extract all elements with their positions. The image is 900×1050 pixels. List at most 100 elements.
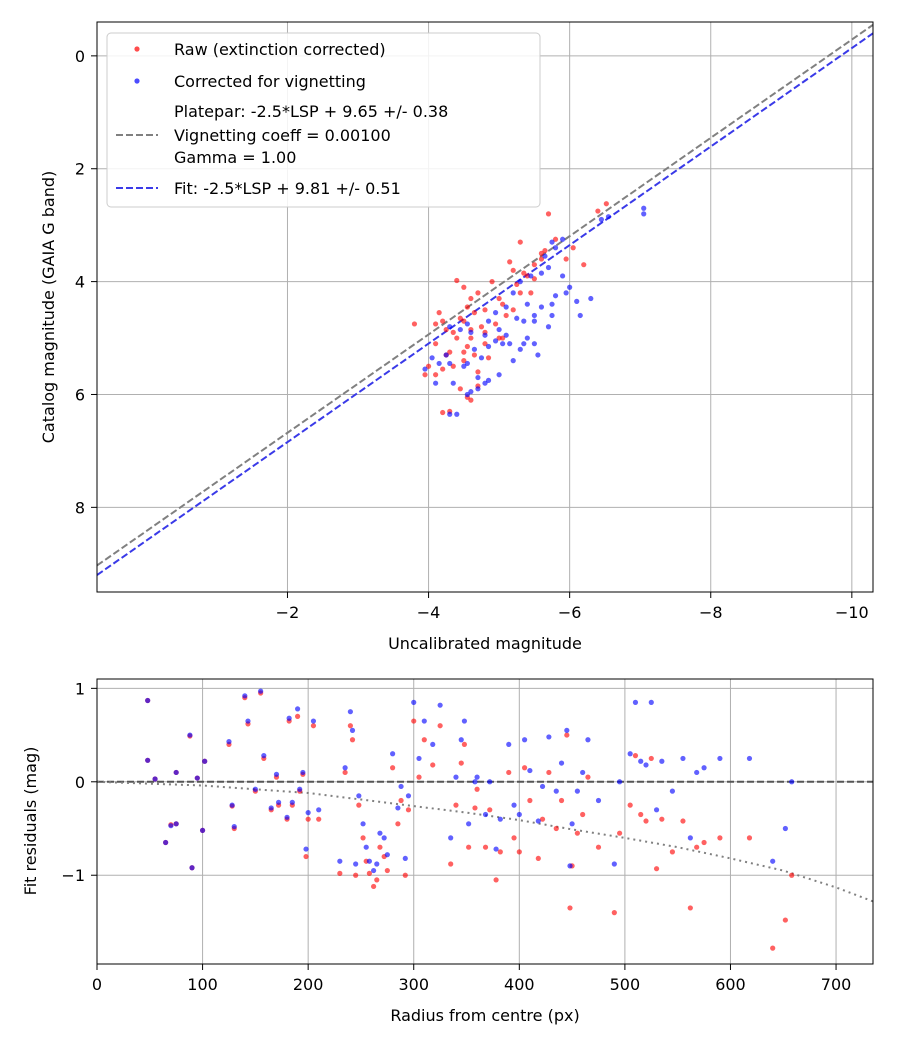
top-point-raw xyxy=(531,276,537,282)
bottom-y-tick-label: 1 xyxy=(75,679,85,698)
top-point-raw xyxy=(478,324,485,330)
bottom-point-corrected xyxy=(770,858,776,864)
top-point-corrected xyxy=(475,374,481,381)
bottom-point-corrected xyxy=(521,737,528,743)
top-point-corrected xyxy=(598,216,605,223)
top-point-raw xyxy=(510,267,516,273)
legend-raw-marker xyxy=(134,46,140,52)
top-point-corrected xyxy=(468,329,474,335)
top-point-corrected xyxy=(485,343,492,350)
top-point-raw xyxy=(552,236,559,242)
top-point-corrected xyxy=(471,346,478,352)
bottom-point-corrected xyxy=(374,861,380,867)
bottom-point-corrected xyxy=(202,758,208,764)
bottom-point-corrected xyxy=(511,802,517,808)
top-point-corrected xyxy=(560,236,566,242)
bottom-point-corrected xyxy=(405,793,412,799)
bottom-point-raw xyxy=(782,917,788,923)
bottom-point-corrected xyxy=(252,786,258,792)
bottom-point-corrected xyxy=(458,737,464,743)
bottom-point-corrected xyxy=(659,758,665,764)
top-point-corrected xyxy=(563,290,569,296)
bottom-point-corrected xyxy=(395,805,401,811)
bottom-point-corrected xyxy=(416,755,422,762)
bottom-point-raw xyxy=(316,816,322,822)
top-point-raw xyxy=(468,295,474,302)
bottom-axis-ticks: 0 100 200 300 400 500 600 700 1 0 −1 xyxy=(61,679,851,994)
top-point-raw xyxy=(503,312,509,319)
bottom-x-tick-label: 100 xyxy=(187,975,218,994)
bottom-point-corrected xyxy=(289,799,295,805)
bottom-reference-lines xyxy=(97,780,873,903)
legend: Raw (extinction corrected) Corrected for… xyxy=(106,32,541,208)
top-point-corrected xyxy=(549,239,555,245)
top-point-corrected xyxy=(454,411,460,417)
top-y-tick-label: 0 xyxy=(75,47,85,66)
bottom-point-corrected xyxy=(453,774,459,780)
top-point-raw xyxy=(581,262,587,268)
top-point-raw xyxy=(461,349,467,355)
bottom-point-raw xyxy=(294,713,301,719)
top-point-corrected xyxy=(521,341,527,347)
bottom-point-raw xyxy=(366,870,372,876)
top-point-corrected xyxy=(436,360,442,367)
bottom-point-raw xyxy=(305,816,311,822)
bottom-point-raw xyxy=(717,835,723,841)
bottom-point-raw xyxy=(595,844,602,850)
bottom-y-tick-label: 0 xyxy=(75,773,85,792)
bottom-x-tick-label: 300 xyxy=(398,975,429,994)
top-point-corrected xyxy=(535,352,541,358)
top-x-axis-label: Uncalibrated magnitude xyxy=(388,634,582,653)
top-point-corrected xyxy=(482,380,488,386)
bottom-point-raw xyxy=(770,945,776,951)
top-point-raw xyxy=(471,310,478,316)
top-point-raw xyxy=(443,326,449,333)
top-point-raw xyxy=(454,277,460,284)
bottom-point-corrected xyxy=(402,855,408,862)
bottom-point-raw xyxy=(398,797,404,804)
bottom-point-corrected xyxy=(187,732,193,738)
bottom-scatter-points xyxy=(145,688,795,951)
bottom-point-corrected xyxy=(173,821,179,827)
bottom-point-raw xyxy=(497,849,503,855)
bottom-x-tick-label: 600 xyxy=(715,975,746,994)
bottom-point-corrected xyxy=(546,734,552,740)
top-point-raw xyxy=(433,341,439,347)
bottom-point-raw xyxy=(487,807,493,813)
top-point-raw xyxy=(464,304,470,310)
bottom-point-corrected xyxy=(648,699,654,705)
bottom-point-corrected xyxy=(411,699,417,705)
bottom-point-corrected xyxy=(384,852,390,858)
bottom-point-raw xyxy=(377,844,383,850)
legend-box xyxy=(106,32,541,208)
top-point-corrected xyxy=(482,332,488,338)
bottom-point-raw xyxy=(395,821,401,827)
bottom-point-corrected xyxy=(782,825,788,832)
bottom-point-corrected xyxy=(231,824,237,830)
bottom-point-raw xyxy=(611,910,617,916)
bottom-point-corrected xyxy=(347,709,353,715)
top-point-raw xyxy=(542,247,548,254)
bottom-point-raw xyxy=(458,760,464,766)
bottom-point-corrected xyxy=(294,706,301,712)
top-scatter-points xyxy=(411,201,647,417)
top-point-corrected xyxy=(461,363,467,369)
top-point-corrected xyxy=(517,279,523,285)
bottom-point-corrected xyxy=(437,702,443,708)
bottom-point-corrected xyxy=(297,786,303,792)
top-point-raw xyxy=(507,259,513,265)
bottom-point-corrected xyxy=(356,793,362,799)
bottom-point-corrected xyxy=(284,814,290,820)
bottom-point-corrected xyxy=(585,737,591,743)
bottom-point-raw xyxy=(448,861,454,867)
top-point-corrected xyxy=(507,341,513,347)
bottom-plot-frame xyxy=(96,678,874,965)
top-point-raw xyxy=(468,397,474,403)
bottom-point-raw xyxy=(694,844,700,850)
bottom-point-corrected xyxy=(595,797,602,804)
bottom-point-corrected xyxy=(360,821,366,827)
bottom-point-corrected xyxy=(226,739,232,745)
top-point-corrected xyxy=(524,335,530,341)
top-point-raw xyxy=(517,239,523,245)
